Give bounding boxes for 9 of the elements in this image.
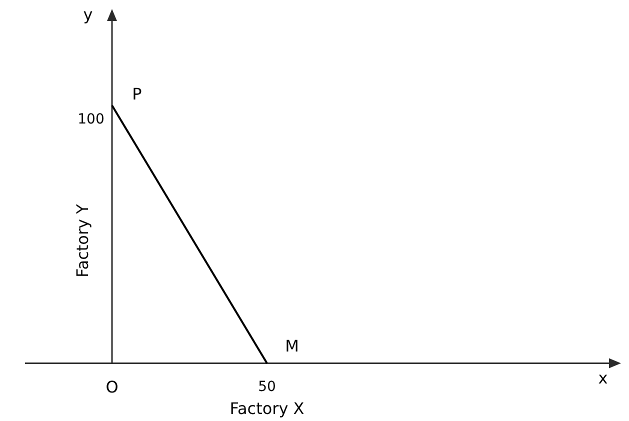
annotation: 100: [78, 111, 104, 128]
text: y: [83, 5, 93, 24]
x-axis-title: Factory X: [230, 399, 304, 418]
annotation: M: [285, 336, 299, 356]
text: x: [598, 368, 608, 388]
x-tick-label: O: [106, 378, 118, 397]
y-axis-title: Factory Y: [73, 204, 92, 278]
x-tick-label: 50: [258, 379, 276, 396]
text: P: [132, 84, 142, 104]
